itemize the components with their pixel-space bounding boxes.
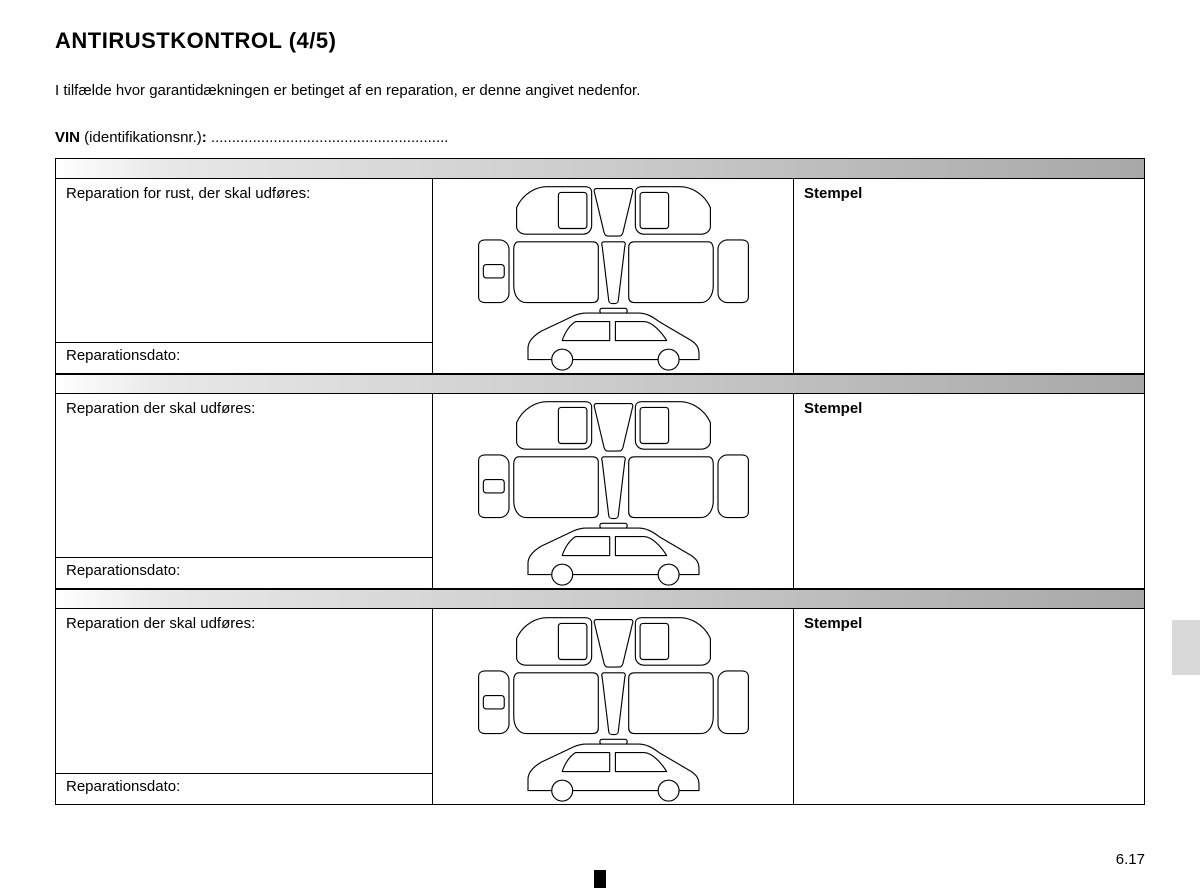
edge-tab xyxy=(1172,620,1200,675)
stamp-cell: Stempel xyxy=(794,394,1144,588)
col-left: Reparation der skal udføres: Reparations… xyxy=(56,609,433,804)
repair-label-cell: Reparation der skal udføres: xyxy=(56,394,432,558)
table-row: Reparation for rust, der skal udføres: R… xyxy=(56,179,1144,374)
form-grid: Reparation for rust, der skal udføres: R… xyxy=(55,158,1145,805)
car-body-diagram-icon xyxy=(471,181,756,371)
separator-bar xyxy=(56,374,1144,394)
vin-label-bold: VIN xyxy=(55,129,80,146)
table-row: Reparation der skal udføres: Reparations… xyxy=(56,609,1144,804)
separator-bar xyxy=(56,159,1144,179)
repair-label-cell: Reparation for rust, der skal udføres: xyxy=(56,179,432,343)
stamp-cell: Stempel xyxy=(794,179,1144,373)
table-row: Reparation der skal udføres: Reparations… xyxy=(56,394,1144,589)
document-page: ANTIRUSTKONTROL (4/5) I tilfælde hvor ga… xyxy=(0,0,1200,888)
repair-date-cell: Reparationsdato: xyxy=(56,774,432,804)
stamp-cell: Stempel xyxy=(794,609,1144,804)
title-main: ANTIRUSTKONTROL xyxy=(55,28,282,53)
title-count: (4/5) xyxy=(289,28,337,53)
page-title: ANTIRUSTKONTROL (4/5) xyxy=(55,28,1145,54)
footer-crop-mark xyxy=(594,870,606,888)
vin-dots: ........................................… xyxy=(207,129,449,146)
repair-date-cell: Reparationsdato: xyxy=(56,558,432,588)
vin-line: VIN (identifikationsnr.): ..............… xyxy=(55,129,1145,146)
car-body-diagram-icon xyxy=(471,612,756,802)
repair-date-cell: Reparationsdato: xyxy=(56,343,432,373)
col-left: Reparation for rust, der skal udføres: R… xyxy=(56,179,433,373)
page-number: 6.17 xyxy=(1116,851,1145,868)
separator-bar xyxy=(56,589,1144,609)
repair-label-cell: Reparation der skal udføres: xyxy=(56,609,432,774)
col-diagram xyxy=(433,609,794,804)
vin-label-rest: (identifikationsnr.) xyxy=(80,129,202,146)
col-left: Reparation der skal udføres: Reparations… xyxy=(56,394,433,588)
car-body-diagram-icon xyxy=(471,396,756,586)
col-diagram xyxy=(433,179,794,373)
intro-text: I tilfælde hvor garantidækningen er beti… xyxy=(55,82,1145,99)
col-diagram xyxy=(433,394,794,588)
